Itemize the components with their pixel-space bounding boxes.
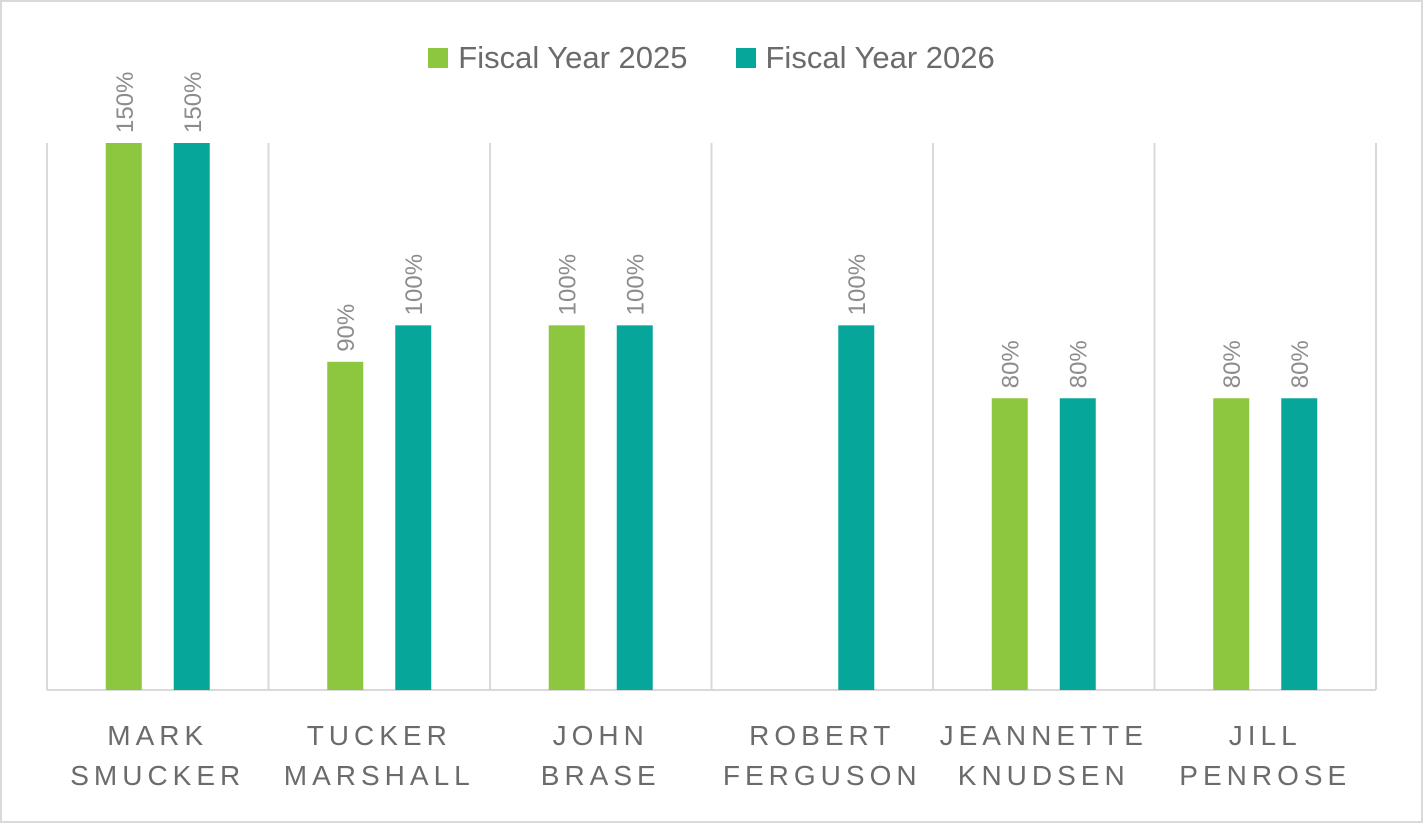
legend-swatch-fy2025 [428,48,449,68]
category-label: PENROSE [1179,760,1351,791]
category-label: SMUCKER [70,760,245,791]
bar [105,143,142,690]
data-label: 150% [112,72,139,133]
bar [1281,398,1318,690]
category-label: JOHN [553,720,649,751]
bar [548,325,585,690]
bar [1213,398,1250,690]
data-label: 80% [998,340,1025,388]
category-label: KNUDSEN [958,760,1130,791]
data-label: 80% [1219,340,1246,388]
data-label: 100% [555,254,582,315]
data-label: 100% [401,254,428,315]
category-label: JEANNETTE [940,720,1148,751]
category-label: FERGUSON [723,760,922,791]
category-label: TUCKER [307,720,452,751]
bar [616,325,653,690]
category-label: JILL [1229,720,1302,751]
legend: Fiscal Year 2025 Fiscal Year 2026 [0,40,1423,76]
bar [395,325,432,690]
data-label: 80% [1066,340,1093,388]
bar [327,361,364,690]
data-label: 100% [844,254,871,315]
legend-swatch-fy2026 [735,48,756,68]
bar [173,143,210,690]
category-label: MARK [107,720,208,751]
legend-label-fy2025: Fiscal Year 2025 [458,40,688,75]
data-label: 80% [1287,340,1314,388]
category-label: MARSHALL [284,760,475,791]
bar [838,325,875,690]
bar [1059,398,1096,690]
data-label: 90% [333,304,360,352]
category-label: ROBERT [749,720,895,751]
data-label: 100% [623,254,650,315]
legend-item-fy2025: Fiscal Year 2025 [428,40,688,76]
legend-item-fy2026: Fiscal Year 2026 [735,40,995,76]
bar [991,398,1028,690]
data-label: 150% [180,72,207,133]
legend-label-fy2026: Fiscal Year 2026 [765,40,995,75]
category-label: BRASE [541,760,661,791]
